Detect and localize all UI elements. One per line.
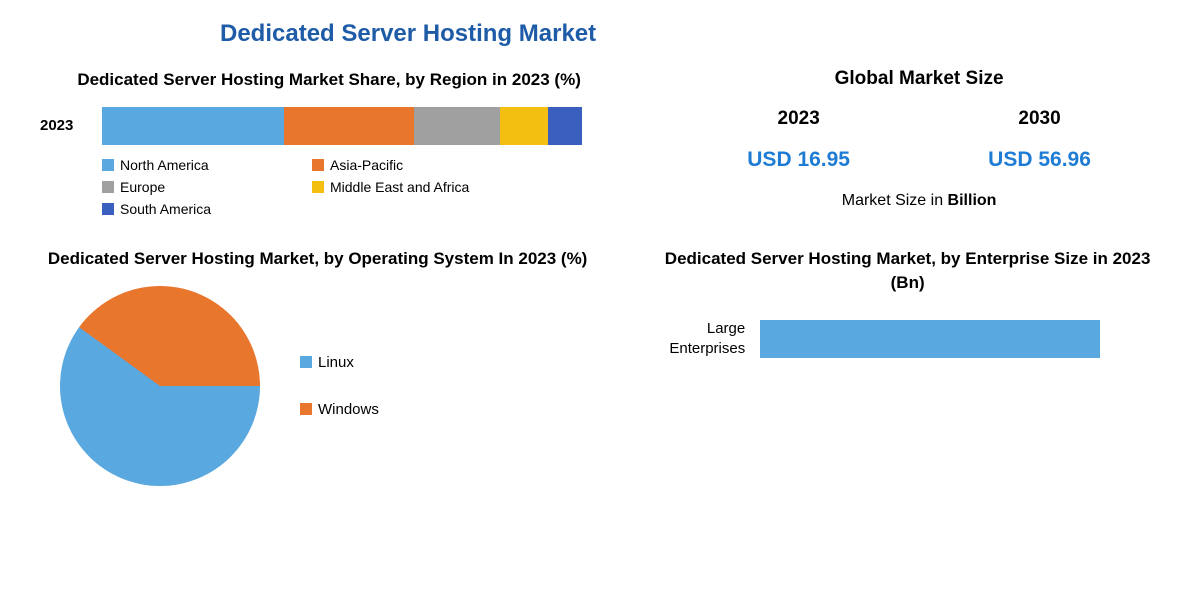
page-title: Dedicated Server Hosting Market (220, 20, 1160, 48)
enterprise-chart: Dedicated Server Hosting Market, by Ente… (655, 247, 1160, 486)
market-size-values: USD 16.95 USD 56.96 (678, 148, 1160, 172)
os-chart-title: Dedicated Server Hosting Market, by Oper… (40, 247, 595, 271)
hbar-fill (760, 320, 1100, 358)
legend-swatch (102, 181, 114, 193)
bar-segment (500, 107, 548, 145)
hbar-row: Large Enterprises (655, 319, 1160, 358)
legend-label: Windows (318, 401, 379, 418)
market-size-title: Global Market Size (678, 68, 1160, 90)
market-size-value-0: USD 16.95 (747, 148, 850, 172)
region-chart-title: Dedicated Server Hosting Market Share, b… (40, 68, 618, 92)
hbar-label: Large Enterprises (655, 319, 745, 358)
legend-label: Linux (318, 354, 354, 371)
legend-label: South America (120, 201, 211, 217)
legend-item: South America (102, 201, 282, 217)
bar-segment (414, 107, 500, 145)
enterprise-bars: Large Enterprises (655, 319, 1160, 358)
market-size-year-0: 2023 (778, 108, 820, 130)
legend-swatch (300, 356, 312, 368)
legend-swatch (102, 203, 114, 215)
legend-label: North America (120, 157, 209, 173)
legend-label: Europe (120, 179, 165, 195)
legend-swatch (312, 181, 324, 193)
bar-segment (102, 107, 284, 145)
region-year-label: 2023 (40, 117, 90, 134)
hbar-track (760, 320, 1160, 358)
unit-bold: Billion (948, 192, 997, 209)
market-size-panel: Global Market Size 2023 2030 USD 16.95 U… (678, 68, 1160, 217)
unit-prefix: Market Size in (842, 192, 948, 209)
bar-segment (284, 107, 414, 145)
legend-label: Asia-Pacific (330, 157, 403, 173)
bar-segment (548, 107, 582, 145)
market-size-value-1: USD 56.96 (988, 148, 1091, 172)
os-chart: Dedicated Server Hosting Market, by Oper… (40, 247, 595, 486)
legend-label: Middle East and Africa (330, 179, 469, 195)
pie (60, 286, 260, 486)
legend-item: North America (102, 157, 282, 173)
legend-item: Linux (300, 354, 480, 371)
market-size-years: 2023 2030 (678, 108, 1160, 130)
legend-swatch (300, 403, 312, 415)
top-row: Dedicated Server Hosting Market Share, b… (40, 68, 1160, 217)
bottom-row: Dedicated Server Hosting Market, by Oper… (40, 247, 1160, 486)
region-legend: North America Asia-Pacific Europe Middle Ea… (102, 157, 618, 217)
stacked-bar (102, 107, 582, 145)
region-chart: Dedicated Server Hosting Market Share, b… (40, 68, 618, 217)
legend-item: Middle East and Africa (312, 179, 492, 195)
enterprise-chart-title: Dedicated Server Hosting Market, by Ente… (655, 247, 1160, 295)
market-size-year-1: 2030 (1018, 108, 1060, 130)
legend-item: Windows (300, 401, 480, 418)
legend-swatch (312, 159, 324, 171)
pie-legend: Linux Windows (300, 354, 480, 418)
legend-item: Europe (102, 179, 282, 195)
pie-wrap: Linux Windows (40, 286, 595, 486)
market-size-unit: Market Size in Billion (678, 192, 1160, 210)
stacked-bar-wrap: 2023 (40, 107, 618, 145)
legend-item: Asia-Pacific (312, 157, 492, 173)
legend-swatch (102, 159, 114, 171)
